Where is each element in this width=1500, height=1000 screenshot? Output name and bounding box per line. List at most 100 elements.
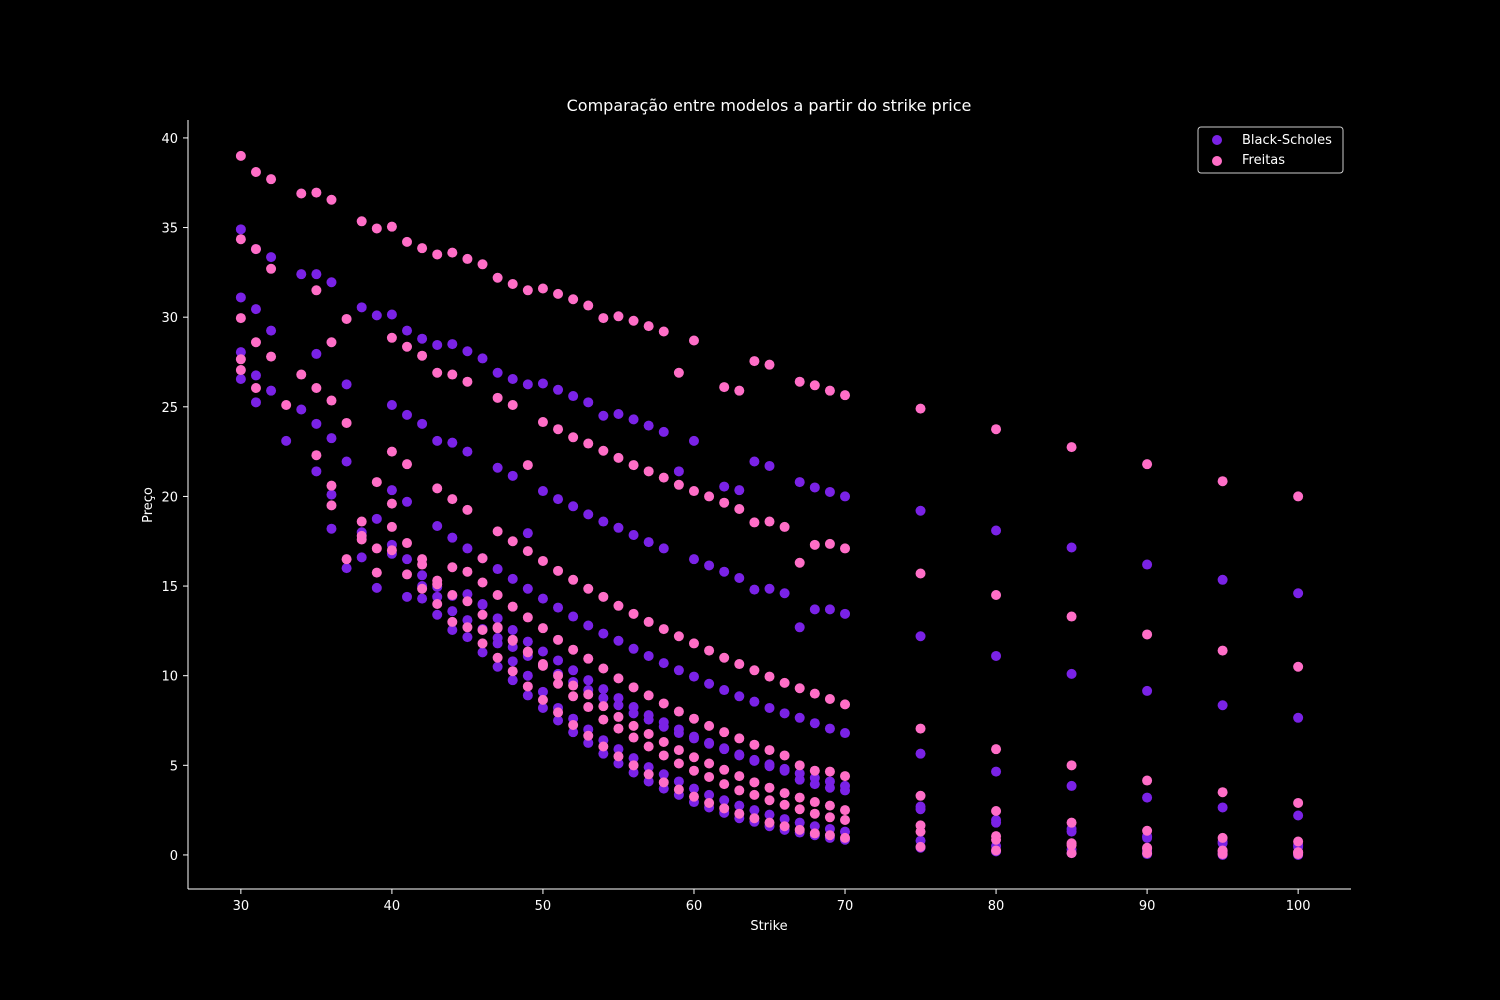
data-point (462, 566, 473, 577)
data-point (447, 606, 458, 617)
data-point (1293, 491, 1304, 502)
data-point (643, 769, 654, 780)
data-point (553, 602, 564, 613)
data-point (991, 744, 1002, 755)
data-point (991, 590, 1002, 601)
data-point (764, 460, 775, 471)
data-point (840, 771, 851, 782)
data-point (553, 655, 564, 666)
data-point (794, 824, 805, 835)
data-point (688, 486, 699, 497)
data-point (568, 501, 579, 512)
data-point (688, 765, 699, 776)
data-point (477, 577, 488, 588)
data-point (492, 526, 503, 537)
data-point (522, 379, 533, 390)
data-point (1217, 787, 1228, 798)
data-point (598, 741, 609, 752)
data-point (658, 472, 669, 483)
data-point (311, 187, 322, 198)
data-point (915, 826, 926, 837)
data-point (598, 591, 609, 602)
data-point (462, 622, 473, 633)
data-point (734, 771, 745, 782)
data-point (658, 698, 669, 709)
x-tick-label: 70 (837, 899, 854, 914)
data-point (371, 567, 382, 578)
data-point (462, 632, 473, 643)
data-point (371, 223, 382, 234)
data-point (1293, 712, 1304, 723)
data-point (477, 638, 488, 649)
data-point (311, 285, 322, 296)
data-point (824, 604, 835, 615)
data-point (613, 311, 624, 322)
data-point (402, 496, 413, 507)
data-point (1142, 559, 1153, 570)
data-point (507, 624, 518, 635)
data-point (371, 582, 382, 593)
data-point (809, 688, 820, 699)
data-point (840, 805, 851, 816)
data-point (1293, 810, 1304, 821)
data-point (553, 424, 564, 435)
data-point (386, 332, 397, 343)
data-point (628, 682, 639, 693)
data-point (583, 689, 594, 700)
data-point (235, 224, 246, 235)
data-point (250, 382, 261, 393)
data-point (734, 659, 745, 670)
data-point (311, 269, 322, 280)
data-point (613, 744, 624, 755)
data-point (568, 665, 579, 676)
data-point (281, 435, 292, 446)
data-point (1217, 802, 1228, 813)
data-point (432, 609, 443, 620)
data-point (991, 424, 1002, 435)
data-point (386, 485, 397, 496)
y-tick-label: 25 (161, 401, 178, 416)
legend-label-black-scholes: Black-Scholes (1242, 133, 1332, 148)
data-point (583, 300, 594, 311)
data-point (356, 216, 367, 227)
y-tick-label: 5 (170, 759, 178, 774)
data-point (266, 325, 277, 336)
data-point (673, 758, 684, 769)
data-point (492, 367, 503, 378)
data-point (779, 788, 790, 799)
data-point (462, 596, 473, 607)
data-point (613, 673, 624, 684)
data-point (824, 385, 835, 396)
data-point (643, 321, 654, 332)
data-point (794, 683, 805, 694)
data-point (1142, 832, 1153, 843)
data-point (568, 719, 579, 730)
data-point (809, 482, 820, 493)
data-point (809, 828, 820, 839)
data-point (553, 715, 564, 726)
data-point (386, 400, 397, 411)
data-point (749, 789, 760, 800)
data-point (764, 745, 775, 756)
data-point (840, 785, 851, 796)
data-point (266, 385, 277, 396)
data-point (824, 693, 835, 704)
data-point (583, 730, 594, 741)
data-point (673, 724, 684, 735)
data-point (432, 591, 443, 602)
data-point (417, 583, 428, 594)
data-point (628, 460, 639, 471)
x-ticks: 30 40 50 60 70 80 90 100 (233, 889, 1311, 914)
data-point (628, 643, 639, 654)
data-point (432, 598, 443, 609)
data-point (658, 750, 669, 761)
data-point (341, 379, 352, 390)
data-point (235, 354, 246, 365)
data-point (673, 776, 684, 787)
data-point (794, 622, 805, 633)
data-point (386, 498, 397, 509)
data-point (1066, 668, 1077, 679)
data-point (537, 660, 548, 671)
data-point (522, 670, 533, 681)
